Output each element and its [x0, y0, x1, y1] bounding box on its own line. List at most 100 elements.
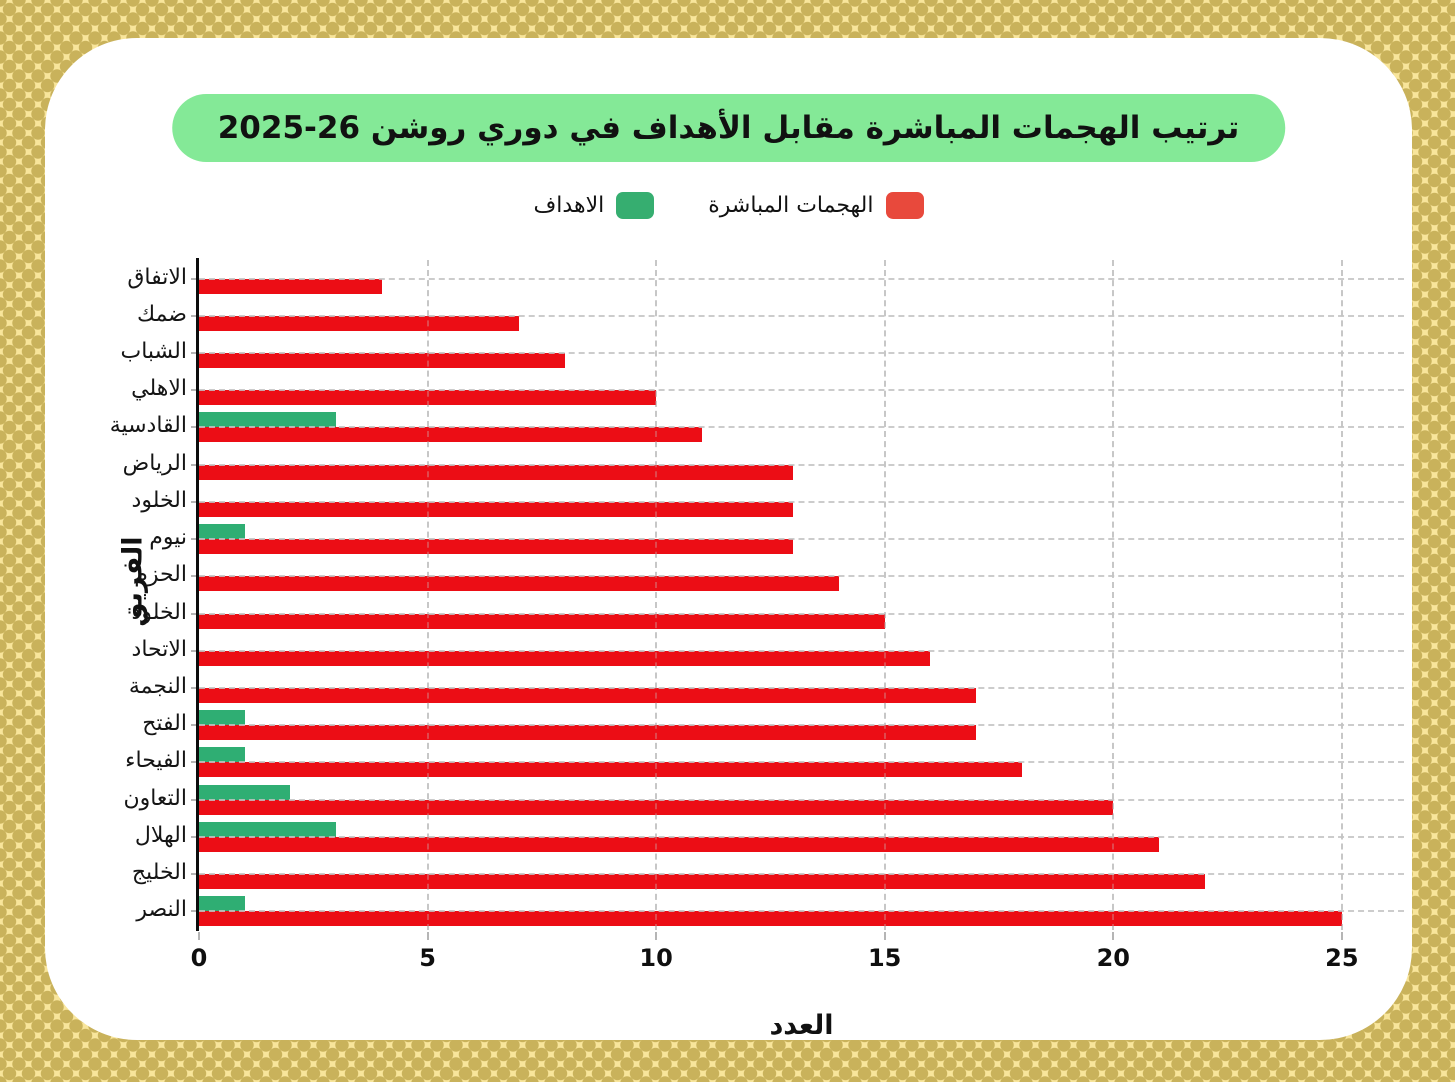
x-tick-label: 20 — [1096, 944, 1130, 972]
attacks-bar — [199, 539, 794, 555]
team-row: ضمك — [137, 297, 1404, 334]
team-label: الاهلي — [131, 376, 187, 402]
attacks-bar — [199, 799, 1114, 815]
team-row: الفتح — [142, 707, 1404, 744]
horizontal-gridline — [199, 687, 1404, 690]
attacks-bar — [199, 427, 702, 443]
team-row: الاتفاق — [127, 260, 1404, 297]
bar-rows: الاتفاق ضمك الشباب الاهلي القادسية الرياض الخل… — [110, 260, 1404, 930]
team-label: الخلود — [131, 488, 187, 514]
horizontal-gridline — [199, 873, 1404, 876]
team-row: الخلود — [132, 483, 1404, 520]
y-tick-mark — [191, 389, 199, 392]
team-row: الاهلي — [131, 372, 1404, 409]
y-tick-mark — [191, 314, 199, 317]
vertical-gridline — [1112, 260, 1115, 930]
goals-bar — [199, 412, 337, 428]
vertical-gridline — [1340, 260, 1343, 930]
horizontal-gridline — [199, 761, 1404, 764]
goals-bar — [199, 896, 245, 912]
y-tick-mark — [191, 463, 199, 466]
legend-item-attacks: الهجمات المباشرة — [708, 192, 924, 219]
goals-bar — [199, 821, 337, 837]
team-label: الرياض — [122, 450, 187, 476]
x-tick-mark — [198, 932, 200, 940]
y-tick-mark — [191, 612, 199, 615]
team-label: النصر — [136, 897, 187, 923]
vertical-gridline — [426, 260, 429, 930]
goals-bar — [199, 710, 245, 726]
team-label: الخلود — [131, 599, 187, 625]
team-row: الاتحاد — [132, 632, 1404, 669]
attacks-bar — [199, 278, 382, 294]
horizontal-gridline — [199, 352, 1404, 355]
team-label: نيوم — [149, 525, 187, 551]
horizontal-gridline — [199, 463, 1404, 466]
y-tick-mark — [191, 575, 199, 578]
attacks-bar — [199, 874, 1205, 890]
title-pill: ترتيب الهجمات المباشرة مقابل الأهداف في … — [171, 94, 1286, 162]
y-tick-mark — [191, 277, 199, 280]
team-row: الخليج — [132, 856, 1404, 893]
horizontal-gridline — [199, 910, 1404, 913]
attacks-bar — [199, 390, 657, 406]
team-row: النجمة — [129, 669, 1404, 706]
attacks-bar — [199, 576, 839, 592]
attacks-legend-label: الهجمات المباشرة — [708, 193, 874, 218]
horizontal-gridline — [199, 649, 1404, 652]
y-tick-mark — [191, 538, 199, 541]
y-tick-mark — [191, 910, 199, 913]
team-label: الاتفاق — [127, 264, 187, 290]
goals-legend-label: الاهداف — [533, 193, 605, 218]
horizontal-gridline — [199, 500, 1404, 503]
team-label: التعاون — [123, 785, 187, 811]
attacks-bar — [199, 464, 794, 480]
gridlines-over — [199, 260, 1404, 930]
plot-area: الاتفاق ضمك الشباب الاهلي القادسية الرياض الخل… — [110, 258, 1404, 972]
team-row: نيوم — [149, 521, 1404, 558]
y-tick-mark — [191, 724, 199, 727]
x-tick-mark — [426, 932, 429, 940]
team-label: الفيحاء — [125, 748, 187, 774]
team-row: الشباب — [121, 334, 1404, 371]
team-label: الفتح — [142, 711, 187, 737]
attacks-bar — [199, 762, 1022, 778]
vertical-gridline — [883, 260, 886, 930]
team-row: الخلود — [132, 595, 1404, 632]
horizontal-gridline — [199, 612, 1404, 615]
team-label: ضمك — [137, 301, 187, 327]
y-tick-mark — [191, 649, 199, 652]
team-label: الحزم — [134, 562, 187, 588]
x-axis-ticks: 0 5 10 15 20 25 — [191, 930, 1404, 990]
x-tick-mark — [1112, 932, 1115, 940]
x-tick-mark — [1340, 932, 1343, 940]
vertical-gridline — [1340, 260, 1343, 930]
attacks-bar — [199, 911, 1342, 927]
legend-item-goals: الاهداف — [534, 192, 655, 219]
horizontal-gridline — [199, 538, 1404, 541]
horizontal-gridline — [199, 389, 1404, 392]
y-tick-mark — [191, 687, 199, 690]
chart-card: ترتيب الهجمات المباشرة مقابل الأهداف في … — [45, 38, 1412, 1041]
x-tick-label: 0 — [190, 944, 208, 972]
team-row: القادسية — [110, 409, 1404, 446]
horizontal-gridline — [199, 277, 1404, 280]
vertical-gridline — [655, 260, 658, 930]
attacks-bar — [199, 315, 519, 331]
attacks-bar — [199, 688, 977, 704]
goals-swatch — [616, 192, 655, 219]
horizontal-gridline — [199, 798, 1404, 801]
y-tick-mark — [191, 426, 199, 429]
team-label: الشباب — [120, 339, 188, 365]
vertical-gridline — [883, 260, 886, 930]
horizontal-gridline — [199, 835, 1404, 838]
team-row: النصر — [136, 893, 1404, 930]
x-tick-label: 15 — [867, 944, 902, 972]
team-row: التعاون — [123, 781, 1404, 818]
x-tick-label: 25 — [1325, 944, 1359, 972]
gridlines-under — [199, 260, 1404, 930]
x-tick-mark — [883, 932, 886, 940]
team-label: الهلال — [134, 823, 187, 849]
team-label: النجمة — [128, 674, 187, 700]
team-row: الرياض — [123, 446, 1404, 483]
